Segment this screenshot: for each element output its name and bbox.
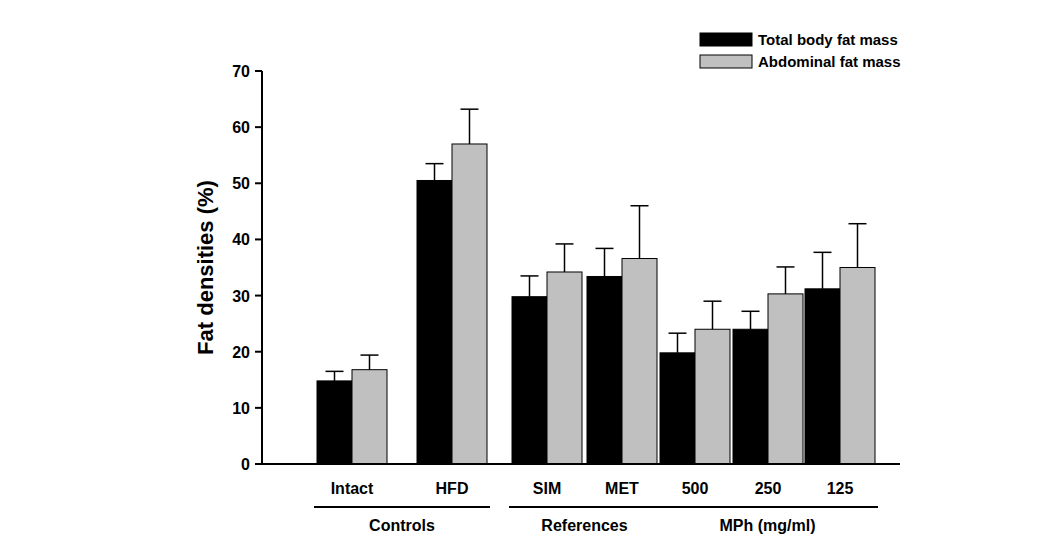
error-cap [814,252,832,254]
y-axis [261,71,263,464]
y-tick-label: 70 [232,63,250,80]
error-stem [785,267,787,294]
x-tick-label: SIM [533,480,561,497]
bar [622,259,657,464]
error-bar [596,248,614,276]
error-bar [631,206,649,259]
error-stem [822,252,824,288]
error-stem [604,248,606,276]
x-axis [262,463,900,465]
error-stem [750,311,752,329]
bar [452,144,487,464]
y-tick-label: 10 [232,400,250,417]
bar [733,329,768,464]
error-stem [434,164,436,181]
bar [587,276,622,464]
error-stem [712,301,714,329]
y-tick-label: 50 [232,175,250,192]
legend-label: Abdominal fat mass [758,53,901,70]
legend-label: Total body fat mass [758,31,898,48]
y-tick [255,126,262,128]
error-cap [631,205,649,207]
x-tick-label: 500 [682,480,709,497]
bar [840,268,875,465]
error-bar [849,224,867,268]
y-tick [255,238,262,240]
y-tick-label: 0 [241,456,250,473]
error-bar [556,244,574,272]
x-tick-label: Intact [331,480,374,497]
error-bar [326,371,344,381]
bar [768,294,803,464]
y-tick [255,70,262,72]
error-stem [334,371,336,381]
bar [317,381,352,464]
y-tick [255,351,262,353]
group-line [657,506,878,508]
y-tick [255,295,262,297]
error-stem [469,109,471,144]
group-line [509,506,660,508]
bar [417,180,452,464]
error-cap [556,243,574,245]
error-stem [677,333,679,353]
error-bar [669,333,687,353]
error-bar [521,276,539,297]
error-cap [849,223,867,225]
error-bar [426,164,444,181]
bar [805,289,840,464]
y-axis-label: Fat densities (%) [193,180,218,355]
x-tick-label: 250 [755,480,782,497]
group-line [314,506,490,508]
error-stem [369,355,371,370]
error-cap [426,163,444,165]
group-label: MPh (mg/ml) [720,517,816,534]
x-tick-label: MET [605,480,639,497]
bar [512,297,547,464]
y-tick-label: 20 [232,344,250,361]
error-cap [669,332,687,334]
bar [660,353,695,464]
legend-swatch [700,55,752,68]
bars [317,109,875,464]
bar [352,370,387,464]
error-cap [521,275,539,277]
error-cap [777,266,795,268]
y-tick-label: 60 [232,119,250,136]
error-bar [461,109,479,144]
error-stem [639,206,641,259]
bar [547,272,582,464]
error-bar [777,267,795,294]
error-cap [326,371,344,373]
error-cap [461,108,479,110]
error-stem [857,224,859,268]
error-cap [361,354,379,356]
x-tick-label: 125 [827,480,854,497]
error-cap [596,248,614,250]
y-tick [255,407,262,409]
error-bar [704,301,722,329]
error-bar [814,252,832,288]
error-bar [742,311,760,329]
x-tick-label: HFD [436,480,469,497]
bar [695,329,730,464]
error-stem [564,244,566,272]
error-cap [742,311,760,313]
y-tick [255,182,262,184]
y-tick-label: 40 [232,231,250,248]
y-tick-label: 30 [232,288,250,305]
y-tick [255,463,262,465]
error-bar [361,355,379,370]
group-label: References [541,517,627,534]
legend-swatch [700,33,752,46]
group-label: Controls [369,517,435,534]
error-stem [529,276,531,297]
chart: Intact HFD SIM MET 500 250 125 0 10 20 30 40 50 60 70 F… [0,0,1058,545]
error-cap [704,300,722,302]
